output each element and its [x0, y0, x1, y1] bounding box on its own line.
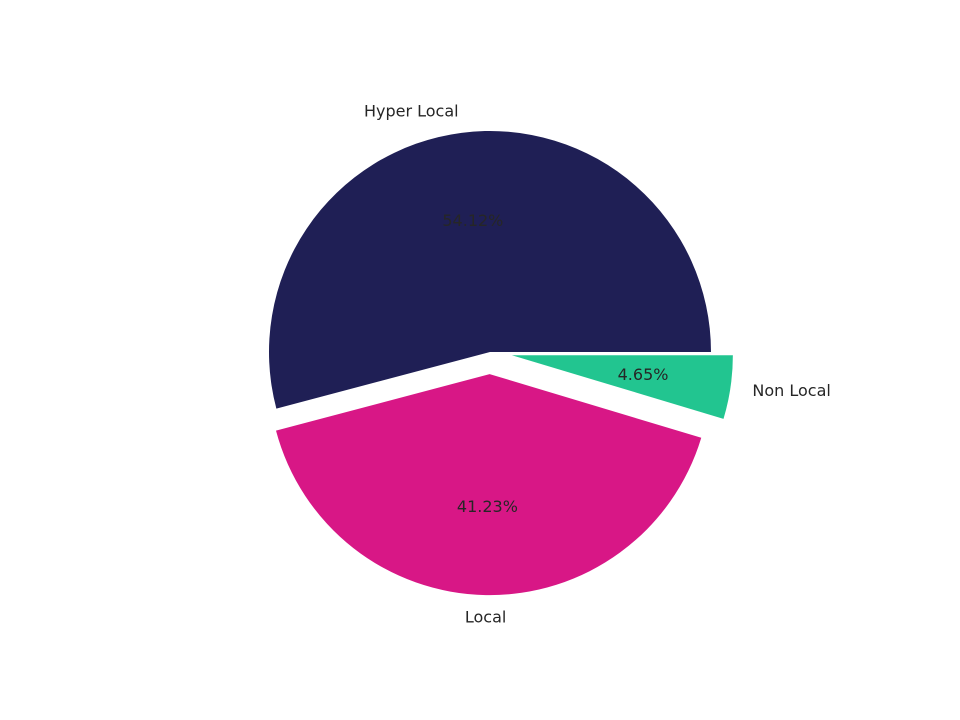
pct-label-non-local: 4.65%: [618, 365, 669, 384]
pie-slice-hyper-local: [269, 131, 711, 409]
slice-label-non-local: Non Local: [752, 381, 830, 400]
pie-slices: [269, 131, 733, 596]
pct-label-hyper-local: 54.12%: [442, 211, 503, 230]
pct-label-local: 41.23%: [457, 497, 518, 516]
pie-slice-local: [275, 374, 702, 596]
slice-label-local: Local: [465, 608, 506, 627]
pie-slice-non-local: [511, 355, 733, 419]
slice-label-hyper-local: Hyper Local: [364, 101, 459, 120]
pie-labels: Hyper Local 54.12% Local 41.23% Non Local 4.6…: [364, 101, 831, 626]
